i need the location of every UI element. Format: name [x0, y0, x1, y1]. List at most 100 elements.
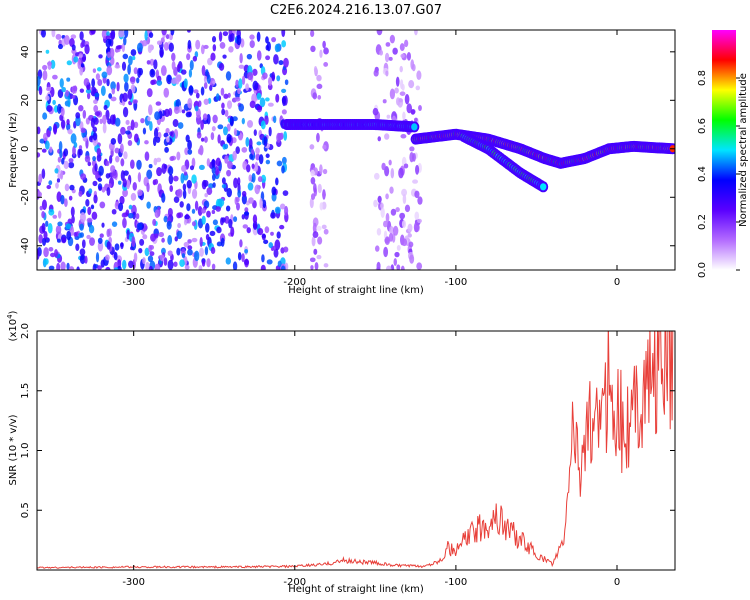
spectrogram-cell [404, 39, 409, 48]
spectrogram-cell [87, 206, 92, 216]
spectrogram-cell [201, 215, 206, 225]
spectrogram-cell [393, 258, 397, 266]
spectrogram-cell [223, 93, 229, 99]
spectrogram-cell [263, 239, 269, 245]
spectrogram-cell [265, 159, 271, 165]
spectrogram-cell [214, 166, 219, 176]
spectrogram-cell [111, 208, 117, 215]
spectrogram-cell [155, 101, 162, 106]
spectrogram-cell [133, 121, 139, 129]
spectrogram-cell [48, 125, 52, 132]
spectrogram-cell [93, 105, 99, 113]
spectrogram-cell [256, 50, 262, 61]
spectrogram-cell [228, 46, 234, 53]
spectrogram-cell [63, 160, 69, 170]
spectrogram-cell [377, 195, 382, 203]
spectrogram-cell [233, 128, 238, 136]
spectrogram-cell [206, 210, 211, 218]
spectrogram-cell [61, 86, 67, 93]
spectrogram-cell [407, 223, 413, 233]
spectrogram-cell [80, 173, 87, 180]
spectrogram-cell [125, 179, 131, 190]
spectrogram-cell [253, 129, 257, 137]
spectrogram-y-axis: -40 -20 0 20 40 [20, 45, 675, 254]
spectrogram-cell [184, 264, 190, 270]
spectrogram-cell [122, 178, 127, 188]
spectrogram-cell [254, 184, 261, 195]
spectrogram-cell [226, 169, 232, 177]
spectrogram-cell [260, 174, 267, 184]
spectrogram-cell [407, 233, 412, 238]
spectrogram-cell [166, 220, 172, 230]
spectrogram-cell [137, 189, 143, 197]
spectrogram-cell [133, 252, 138, 263]
spectrogram-cell [75, 112, 81, 119]
spectrogram-cell [149, 68, 156, 78]
spectrogram-cell [160, 65, 167, 77]
spectrogram-cell [57, 103, 62, 114]
spectrogram-cell [249, 153, 254, 160]
spectrogram-cell [212, 44, 217, 52]
spectrogram-cell [258, 154, 264, 165]
spectrogram-cell [144, 30, 148, 41]
spectrogram-cell [49, 146, 53, 153]
spectrogram-cell [114, 243, 120, 251]
spectrogram-cell [281, 109, 287, 115]
spectrogram-cell [273, 54, 279, 65]
x-tick-label: -100 [445, 277, 468, 288]
spectrogram-cell [226, 133, 232, 144]
spectrogram-cell [82, 109, 87, 119]
spectrogram-cell [90, 117, 95, 128]
spectrogram-cell [404, 93, 410, 105]
spectrogram-cell [68, 195, 73, 201]
snr-x-label: Height of straight line (km) [288, 584, 424, 595]
spectrogram-cell [401, 83, 405, 91]
spectrogram-cell [232, 261, 238, 270]
spectrogram-cell [136, 42, 143, 53]
spectrogram-cell [206, 74, 211, 84]
spectrogram-cell [194, 200, 199, 211]
spectrogram-cell [122, 106, 129, 118]
spectrogram-cell [38, 86, 43, 96]
spectrogram-cell [398, 167, 404, 179]
spectrogram-cell [142, 257, 146, 265]
spectrogram-cell [146, 60, 151, 65]
spectrogram-cell [73, 85, 78, 92]
spectrogram-cell [218, 198, 225, 207]
spectrogram-cell [239, 239, 243, 248]
spectrogram-cell [139, 238, 145, 246]
spectrogram-cell [204, 246, 209, 256]
spectrogram-cell [176, 247, 181, 256]
spectrogram-cell [46, 86, 52, 92]
colorbar-tick-label: 0.0 [697, 262, 708, 278]
spectrogram-cell [210, 132, 215, 141]
spectrogram-cell [220, 237, 225, 247]
spectrogram-cell [120, 242, 124, 250]
spectrogram-cell [256, 105, 263, 111]
spectrogram-cell [173, 175, 179, 182]
spectrogram-cell [60, 261, 66, 270]
spectrogram-cell [217, 134, 221, 144]
spectrogram-cell [410, 109, 416, 115]
spectrogram-cell [106, 241, 111, 250]
spectrogram-cell [127, 88, 133, 100]
spectrogram-cell [187, 149, 193, 155]
spectrogram-cell [105, 109, 110, 120]
spectrogram-cell [46, 104, 53, 113]
spectrogram-cell [184, 214, 190, 220]
spectrogram-cell [92, 126, 98, 133]
spectrogram-cell [79, 88, 85, 93]
spectrogram-cell [41, 199, 47, 211]
spectrogram-cell [41, 222, 46, 233]
spectrogram-cell [100, 259, 105, 268]
spectrogram-cell [126, 125, 132, 131]
spectrogram-cell [187, 39, 192, 50]
spectrogram-cell [384, 52, 390, 63]
spectrogram-cell [65, 89, 69, 97]
spectrogram-cell [238, 64, 245, 69]
spectrogram-cell [94, 111, 101, 117]
spectrogram-cell [46, 130, 51, 138]
spectrogram-cell [109, 114, 116, 125]
spectrogram-cell [373, 69, 379, 77]
spectrogram-cell [150, 233, 157, 242]
